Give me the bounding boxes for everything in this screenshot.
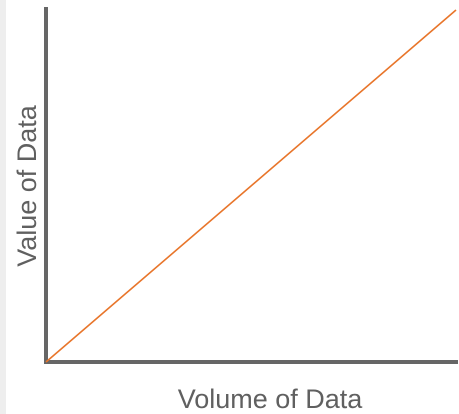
y-axis-label: Value of Data bbox=[12, 104, 42, 267]
series-line bbox=[45, 9, 457, 363]
x-axis-label: Volume of Data bbox=[178, 384, 364, 414]
left-margin-strip bbox=[0, 0, 6, 414]
series-layer bbox=[45, 9, 457, 363]
